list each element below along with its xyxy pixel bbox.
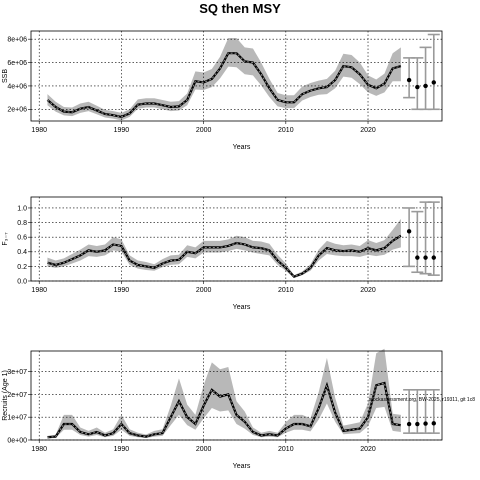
axes-box <box>30 350 443 441</box>
source-annotation: stockassessment.org, BW-2025, r19311, gi… <box>369 397 475 403</box>
recruits-panel: 1980 1990 2000 2010 2020 0e+00 1e+07 2e+07 3e+07… <box>2 348 475 470</box>
x-tick-label: 2010 <box>278 446 294 453</box>
forecast-point <box>423 83 428 89</box>
y-axis-label: F₃₋₇ <box>2 232 9 246</box>
forecast-point <box>406 77 412 83</box>
x-tick-label: 1990 <box>114 287 130 294</box>
x-axis-label: Years <box>233 463 251 470</box>
x-tick-label: 1990 <box>114 446 130 453</box>
forecast-point <box>423 421 428 426</box>
y-tick-label: 8e+06 <box>7 37 27 44</box>
forecast-point <box>406 229 412 234</box>
figure-title: SQ then MSY <box>199 1 281 16</box>
y-tick-label: 6e+06 <box>7 60 27 67</box>
forecast-point <box>423 255 428 260</box>
ssb-panel: 1980 1990 2000 2010 2020 2e+06 4e+06 6e+06 8e+06… <box>2 30 443 151</box>
x-tick-label: 2000 <box>196 446 212 453</box>
axes-box <box>30 30 443 122</box>
forecast-point <box>415 421 420 427</box>
x-tick-label: 1990 <box>114 127 130 134</box>
y-tick-label: 3e+07 <box>7 369 27 376</box>
y-tick-label: 1.0 <box>17 205 27 212</box>
y-tick-label: 0.0 <box>17 278 27 285</box>
y-tick-label: 2e+06 <box>7 107 27 114</box>
x-tick-label: 2010 <box>278 287 294 294</box>
y-tick-label: 0.8 <box>17 220 27 227</box>
x-tick-label: 2020 <box>360 287 376 294</box>
x-tick-label: 1980 <box>31 287 47 294</box>
x-tick-label: 2000 <box>196 127 212 134</box>
y-tick-label: 4e+06 <box>7 83 27 90</box>
y-tick-label: 2e+07 <box>7 392 27 399</box>
forecast-point <box>415 84 420 90</box>
forecast-point <box>431 80 436 85</box>
confidence-band <box>47 348 401 439</box>
axes-box <box>30 196 443 282</box>
y-tick-label: 0.6 <box>17 235 27 242</box>
confidence-band <box>47 38 401 121</box>
x-axis-label: Years <box>233 144 251 151</box>
y-axis-label: Recruits (Age 1) <box>2 370 9 421</box>
confidence-band <box>47 218 401 279</box>
x-tick-label: 2020 <box>360 127 376 134</box>
y-tick-label: 0.4 <box>17 249 27 256</box>
forecast-point <box>431 255 436 260</box>
x-tick-label: 2010 <box>278 127 294 134</box>
x-axis-label: Years <box>233 304 251 311</box>
forecast-point <box>406 421 412 427</box>
estimate-line-dash <box>47 52 402 118</box>
y-tick-label: 0.2 <box>17 264 27 271</box>
forecast-point <box>431 421 436 426</box>
y-axis-label: SSB <box>2 69 9 83</box>
x-tick-label: 1980 <box>31 127 47 134</box>
estimate-line <box>47 234 402 278</box>
y-tick-label: 1e+07 <box>7 415 27 422</box>
x-tick-label: 2000 <box>196 287 212 294</box>
forecast-point <box>415 255 420 260</box>
x-tick-label: 2020 <box>360 446 376 453</box>
estimate-line-dash <box>47 382 401 438</box>
y-tick-label: 0e+00 <box>7 437 27 444</box>
x-tick-label: 1980 <box>31 446 47 453</box>
f-panel: 1980 1990 2000 2010 2020 0.0 0.2 0.4 0.6 0.8 1.0 Ye… <box>2 196 443 311</box>
